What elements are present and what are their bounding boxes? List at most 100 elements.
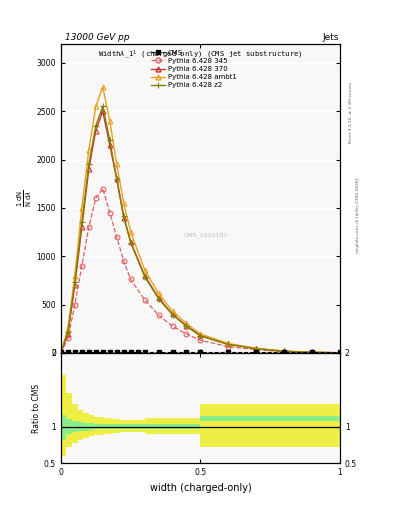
CMS xyxy=(198,349,203,355)
X-axis label: width (charged-only): width (charged-only) xyxy=(150,483,251,493)
Pythia 6.428 370 xyxy=(79,224,84,230)
Pythia 6.428 370 xyxy=(170,311,175,317)
CMS xyxy=(94,349,98,355)
Line: Pythia 6.428 z2: Pythia 6.428 z2 xyxy=(58,103,343,356)
Pythia 6.428 ambt1 xyxy=(142,267,147,273)
CMS xyxy=(121,349,126,355)
Pythia 6.428 ambt1 xyxy=(86,147,91,153)
Pythia 6.428 z2 xyxy=(86,161,91,167)
Pythia 6.428 ambt1 xyxy=(79,205,84,211)
CMS xyxy=(156,349,161,355)
Pythia 6.428 z2 xyxy=(142,273,147,280)
Y-axis label: $\frac{1}{\mathrm{N}}\frac{\mathrm{d}\mathrm{N}}{\mathrm{d}\lambda}$: $\frac{1}{\mathrm{N}}\frac{\mathrm{d}\ma… xyxy=(16,189,34,207)
Pythia 6.428 345 xyxy=(156,312,161,318)
CMS xyxy=(226,349,231,355)
Text: Width$\lambda$_1$^1$ (charged only) (CMS jet substructure): Width$\lambda$_1$^1$ (charged only) (CMS… xyxy=(98,48,303,61)
Pythia 6.428 ambt1 xyxy=(156,290,161,296)
CMS xyxy=(101,349,105,355)
CMS xyxy=(114,349,119,355)
Pythia 6.428 z2 xyxy=(254,346,259,352)
Pythia 6.428 z2 xyxy=(282,348,286,354)
Legend: CMS, Pythia 6.428 345, Pythia 6.428 370, Pythia 6.428 ambt1, Pythia 6.428 z2: CMS, Pythia 6.428 345, Pythia 6.428 370,… xyxy=(148,47,239,91)
CMS xyxy=(135,349,140,355)
Pythia 6.428 z2 xyxy=(226,342,231,348)
Pythia 6.428 345 xyxy=(310,349,314,355)
Pythia 6.428 345 xyxy=(101,185,105,191)
Line: Pythia 6.428 370: Pythia 6.428 370 xyxy=(59,109,342,355)
Pythia 6.428 370 xyxy=(73,282,77,288)
Pythia 6.428 345 xyxy=(86,224,91,230)
Pythia 6.428 z2 xyxy=(114,176,119,182)
Pythia 6.428 345 xyxy=(170,323,175,329)
Text: Rivet 3.1.10, ≥ 3.3M events: Rivet 3.1.10, ≥ 3.3M events xyxy=(349,82,353,143)
Pythia 6.428 z2 xyxy=(198,333,203,339)
Pythia 6.428 370 xyxy=(156,295,161,301)
Pythia 6.428 345 xyxy=(107,209,112,216)
Pythia 6.428 ambt1 xyxy=(170,308,175,314)
Y-axis label: Ratio to CMS: Ratio to CMS xyxy=(32,383,41,433)
CMS xyxy=(86,349,91,355)
Pythia 6.428 ambt1 xyxy=(184,321,189,327)
Pythia 6.428 ambt1 xyxy=(226,340,231,347)
Pythia 6.428 z2 xyxy=(128,240,133,246)
CMS xyxy=(282,349,286,355)
Pythia 6.428 ambt1 xyxy=(121,200,126,206)
Pythia 6.428 ambt1 xyxy=(59,350,63,356)
CMS xyxy=(66,349,70,355)
Pythia 6.428 ambt1 xyxy=(338,350,342,356)
Pythia 6.428 z2 xyxy=(338,350,342,356)
Pythia 6.428 345 xyxy=(73,302,77,308)
Text: mcplots.cern.ch [arXiv:1306.3436]: mcplots.cern.ch [arXiv:1306.3436] xyxy=(356,178,360,252)
Pythia 6.428 345 xyxy=(59,350,63,356)
CMS xyxy=(310,349,314,355)
Pythia 6.428 ambt1 xyxy=(114,161,119,167)
Pythia 6.428 370 xyxy=(184,323,189,329)
Pythia 6.428 370 xyxy=(107,142,112,148)
Pythia 6.428 345 xyxy=(198,337,203,344)
CMS xyxy=(170,349,175,355)
Pythia 6.428 345 xyxy=(226,344,231,350)
CMS xyxy=(142,349,147,355)
CMS xyxy=(107,349,112,355)
Pythia 6.428 370 xyxy=(338,350,342,356)
Pythia 6.428 345 xyxy=(184,331,189,337)
Pythia 6.428 370 xyxy=(128,239,133,245)
Pythia 6.428 345 xyxy=(128,276,133,283)
CMS xyxy=(338,349,342,355)
Pythia 6.428 345 xyxy=(254,347,259,353)
Pythia 6.428 345 xyxy=(282,349,286,355)
Pythia 6.428 ambt1 xyxy=(66,326,70,332)
CMS xyxy=(73,349,77,355)
CMS xyxy=(254,349,259,355)
Pythia 6.428 ambt1 xyxy=(310,349,314,355)
Pythia 6.428 345 xyxy=(142,296,147,303)
Pythia 6.428 370 xyxy=(86,166,91,172)
Pythia 6.428 ambt1 xyxy=(254,345,259,351)
Line: CMS: CMS xyxy=(59,351,342,354)
Pythia 6.428 ambt1 xyxy=(198,331,203,337)
Pythia 6.428 ambt1 xyxy=(94,103,98,110)
Pythia 6.428 z2 xyxy=(59,350,63,356)
Pythia 6.428 z2 xyxy=(184,323,189,329)
Pythia 6.428 z2 xyxy=(79,219,84,225)
Pythia 6.428 370 xyxy=(226,341,231,347)
Pythia 6.428 370 xyxy=(282,348,286,354)
Pythia 6.428 z2 xyxy=(73,279,77,285)
Pythia 6.428 370 xyxy=(254,346,259,352)
Pythia 6.428 345 xyxy=(338,350,342,356)
Pythia 6.428 370 xyxy=(121,215,126,221)
Pythia 6.428 345 xyxy=(66,335,70,342)
Pythia 6.428 345 xyxy=(79,263,84,269)
Pythia 6.428 z2 xyxy=(66,329,70,335)
CMS xyxy=(59,349,63,355)
Text: CMS_1920187: CMS_1920187 xyxy=(184,232,228,238)
CMS xyxy=(184,349,189,355)
Pythia 6.428 z2 xyxy=(121,212,126,219)
Pythia 6.428 z2 xyxy=(94,122,98,129)
Pythia 6.428 370 xyxy=(59,350,63,356)
Pythia 6.428 z2 xyxy=(156,295,161,302)
Pythia 6.428 370 xyxy=(310,349,314,355)
Pythia 6.428 370 xyxy=(198,332,203,338)
Pythia 6.428 ambt1 xyxy=(73,272,77,279)
CMS xyxy=(79,349,84,355)
